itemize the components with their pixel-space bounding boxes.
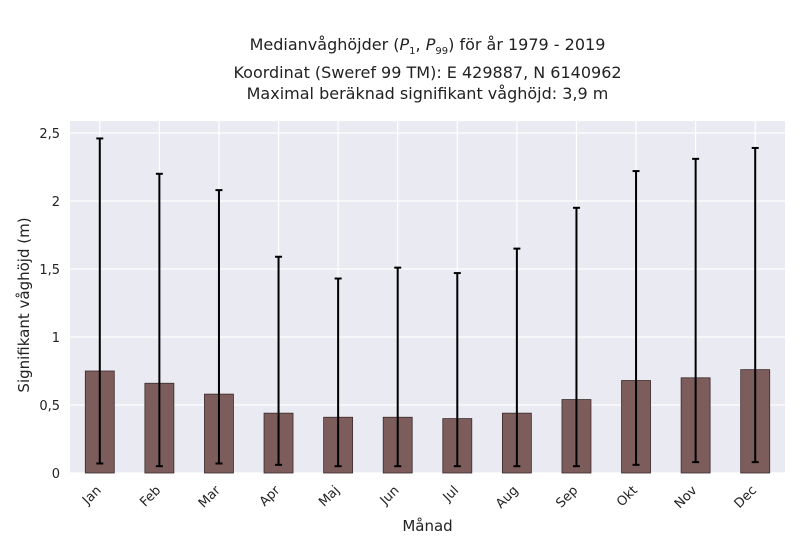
error-bar-aug	[513, 247, 521, 468]
error-bar-jan	[96, 137, 104, 465]
x-tick-label: Apr	[257, 483, 284, 510]
error-bar-mar	[215, 189, 223, 465]
chart-title-line-3: Maximal beräknad signifikant våghöjd: 3,…	[246, 84, 609, 104]
error-bar-jun	[394, 266, 402, 468]
x-tick-label: Nov	[672, 483, 701, 512]
x-tick-label: Maj	[316, 483, 343, 510]
error-bars	[96, 137, 759, 468]
chart-title: Medianvåghöjder (P1, P99) för år 1979 - …	[60, 34, 795, 104]
x-tick-label: Mar	[196, 483, 224, 511]
y-tick-label: 2,5	[39, 127, 60, 142]
error-bar-nov	[692, 157, 700, 464]
error-bar-jul	[453, 272, 461, 468]
x-axis-label: Månad	[402, 517, 452, 535]
x-tick-label: Jul	[440, 483, 462, 505]
plot-area	[70, 121, 785, 473]
error-bar-apr	[275, 255, 283, 466]
x-tick-label: Aug	[493, 483, 522, 512]
y-tick-label: 2	[52, 195, 60, 210]
y-tick-label: 1,5	[39, 263, 60, 278]
y-tick-label: 0	[52, 467, 60, 482]
x-tick-label: Okt	[614, 483, 641, 510]
y-tick-label: 1	[52, 331, 60, 346]
error-bar-maj	[334, 277, 342, 468]
y-tick-label: 0,5	[39, 399, 60, 414]
x-tick-label: Dec	[732, 483, 760, 511]
x-tick-label: Sep	[553, 483, 581, 511]
x-tick-labels: Jan Feb Mar Apr Maj Jun Jul Aug Sep Okt Nov Dec	[79, 483, 760, 512]
x-tick-label: Feb	[137, 483, 164, 510]
chart-title-line-1: Medianvåghöjder (P1, P99) för år 1979 - …	[249, 35, 606, 58]
y-tick-labels: 0 0,5 1 1,5 2 2,5	[39, 127, 60, 482]
error-bar-okt	[632, 170, 640, 466]
error-bar-feb	[155, 172, 163, 468]
y-axis-label: Signifikant våghöjd (m)	[15, 217, 33, 392]
x-tick-label: Jun	[377, 483, 403, 509]
x-tick-label: Jan	[79, 483, 104, 508]
error-bar-dec	[751, 146, 759, 464]
chart-title-line-2: Koordinat (Sweref 99 TM): E 429887, N 61…	[233, 63, 622, 83]
error-bar-sep	[572, 206, 580, 468]
